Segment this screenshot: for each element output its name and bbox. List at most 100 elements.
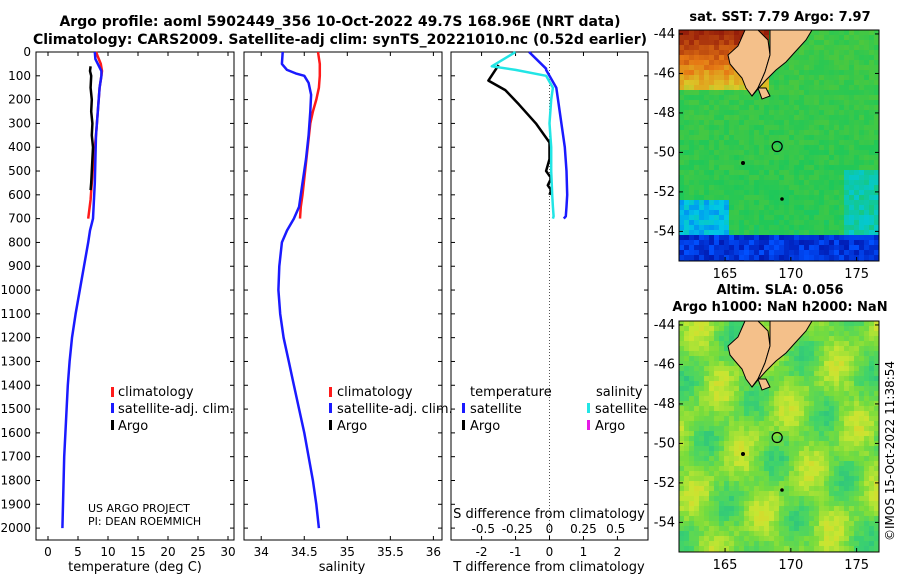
map-cell: [689, 250, 695, 256]
map-cell: [719, 230, 725, 236]
map-cell: [709, 210, 715, 216]
map-cell: [824, 351, 830, 357]
x-tick-label: 2: [614, 545, 622, 559]
map-cell: [799, 105, 805, 111]
map-cell: [844, 526, 850, 532]
snares-islands: [741, 161, 745, 165]
map-cell: [679, 100, 685, 106]
map-cell: [869, 481, 875, 487]
map-cell: [864, 65, 870, 71]
map-cell: [779, 200, 785, 206]
map-cell: [794, 55, 800, 61]
map-cell: [794, 461, 800, 467]
map-cell: [684, 511, 690, 517]
series-line-satellite-adj-clim-: [277, 51, 321, 529]
map-cell: [679, 406, 685, 412]
map-cell: [809, 321, 815, 327]
map-cell: [779, 511, 785, 517]
map-cell: [699, 526, 705, 532]
map-cell: [699, 55, 705, 61]
map-cell: [829, 150, 835, 156]
map-cell: [739, 150, 745, 156]
map-cell: [819, 55, 825, 61]
map-cell: [844, 225, 850, 231]
map-cell: [819, 195, 825, 201]
map-cell: [814, 536, 820, 542]
map-cell: [799, 501, 805, 507]
map-cell: [724, 50, 730, 56]
map-cell: [784, 386, 790, 392]
map-cell: [809, 531, 815, 537]
map-cell: [709, 326, 715, 332]
map-cell: [799, 100, 805, 106]
map-cell: [779, 130, 785, 136]
map-cell: [844, 95, 850, 101]
map-cell: [834, 105, 840, 111]
map-cell: [709, 391, 715, 397]
map-cell: [839, 175, 845, 181]
map-cell: [684, 140, 690, 146]
map-cell: [699, 60, 705, 66]
map-cell: [864, 40, 870, 46]
map-cell: [759, 175, 765, 181]
map-cell: [739, 441, 745, 447]
map-cell: [764, 516, 770, 522]
map-cell: [824, 511, 830, 517]
map-cell: [734, 516, 740, 522]
map-cell: [824, 105, 830, 111]
map-cell: [694, 526, 700, 532]
map-cell: [839, 75, 845, 81]
map-cell: [814, 90, 820, 96]
map-cell: [819, 165, 825, 171]
map-cell: [734, 210, 740, 216]
map-cell: [789, 100, 795, 106]
map-cell: [769, 366, 775, 372]
map-cell: [844, 70, 850, 76]
map-cell: [874, 461, 879, 467]
map-cell: [769, 456, 775, 462]
map-cell: [779, 391, 785, 397]
map-cell: [739, 431, 745, 437]
map-cell: [804, 210, 810, 216]
map-cell: [709, 531, 715, 537]
salinity-legend: climatology satellite-adj. clim. Argo: [329, 385, 453, 434]
map-cell: [849, 240, 855, 246]
difference-legend: temperature salinity satellite Argo sate…: [462, 385, 647, 434]
map-cell: [699, 255, 705, 261]
map-cell: [839, 235, 845, 241]
map-cell: [839, 165, 845, 171]
map-cell: [849, 35, 855, 41]
map-cell: [784, 205, 790, 211]
map-cell: [844, 391, 850, 397]
map-cell: [704, 65, 710, 71]
map-cell: [794, 245, 800, 251]
map-cell: [724, 125, 730, 131]
map-cell: [694, 255, 700, 261]
map-cell: [799, 546, 805, 552]
map-cell: [704, 466, 710, 472]
map-cell: [809, 130, 815, 136]
map-cell: [794, 210, 800, 216]
map-cell: [814, 506, 820, 512]
map-cell: [869, 456, 875, 462]
map-cell: [689, 356, 695, 362]
map-cell: [799, 85, 805, 91]
map-cell: [829, 376, 835, 382]
map-cell: [784, 536, 790, 542]
map-cell: [774, 215, 780, 221]
map-cell: [694, 140, 700, 146]
map-cell: [814, 65, 820, 71]
map-cell: [809, 100, 815, 106]
map-cell: [754, 381, 760, 387]
map-cell: [749, 516, 755, 522]
map-cell: [824, 45, 830, 51]
map-cell: [754, 496, 760, 502]
map-cell: [849, 411, 855, 417]
map-cell: [874, 471, 879, 477]
map-cell: [729, 386, 735, 392]
map-cell: [709, 80, 715, 86]
map-cell: [834, 336, 840, 342]
map-cell: [839, 341, 845, 347]
map-cell: [859, 446, 865, 452]
